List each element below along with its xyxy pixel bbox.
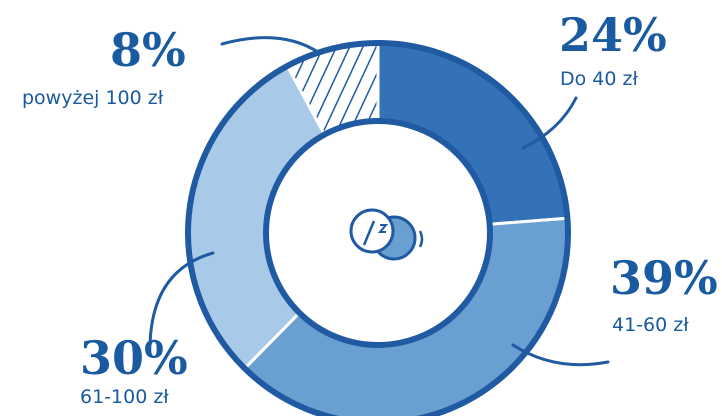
leader-line-2 (511, 343, 610, 367)
slice-3-label: 61-100 zł (80, 386, 169, 408)
leader-line-1 (521, 96, 578, 150)
slice-4-label: powyżej 100 zł (22, 87, 164, 109)
slice-2-percent: 39% (610, 251, 718, 305)
slice-1-percent: 24% (559, 8, 667, 62)
slice-3-percent: 30% (80, 331, 188, 385)
slice-1-label: Do 40 zł (560, 68, 638, 90)
coins-icon (349, 208, 424, 261)
slice-4-percent: 8% (110, 23, 186, 77)
donut-inner-ring (263, 118, 493, 348)
leader-line-3 (148, 251, 215, 347)
slice-2-label: 41-60 zł (612, 314, 689, 336)
leader-line-4 (220, 36, 320, 54)
donut-outer-ring (185, 40, 571, 416)
